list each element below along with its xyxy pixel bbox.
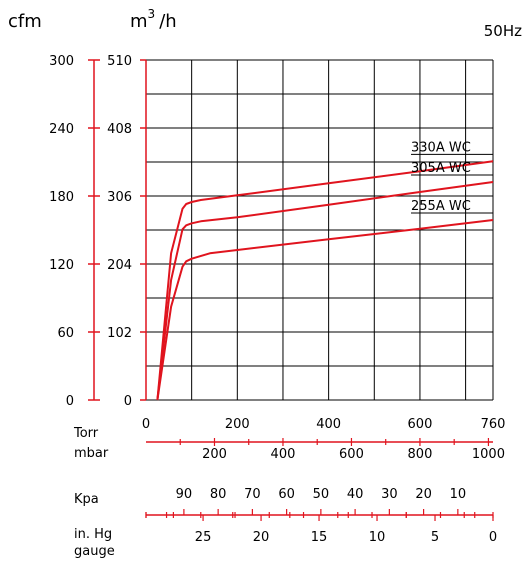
secondary-tick-label: 70: [244, 487, 261, 502]
secondary-tick-label: 10: [369, 530, 386, 545]
m3h-tick-label: 204: [107, 258, 132, 273]
m3h-tick-label: 306: [107, 190, 132, 205]
secondary-tick-label: 90: [176, 487, 193, 502]
m3h-tick-label: 510: [107, 54, 132, 69]
m3h-tick-label: 0: [124, 394, 132, 409]
series-line: [156, 160, 494, 401]
cfm-unit-label: cfm: [8, 11, 42, 32]
secondary-tick-label: 1000: [472, 447, 505, 462]
secondary-tick-label: 800: [408, 447, 433, 462]
torr-tick-label: 400: [316, 417, 341, 432]
x-tick-labels: 0 200 400 600 760: [142, 417, 506, 432]
cfm-tick-label: 300: [49, 54, 74, 69]
secondary-tick-label: 20: [253, 530, 270, 545]
cfm-tick-label: 0: [66, 394, 74, 409]
mbar-axis-label: mbar: [74, 446, 109, 461]
performance-curves: [156, 160, 494, 401]
series-label: 255A WC: [411, 199, 471, 214]
series-line: [156, 181, 494, 401]
secondary-tick-label: 80: [210, 487, 227, 502]
chart-grid: [145, 59, 494, 401]
kpa-axis-label: Kpa: [74, 492, 99, 507]
series-label: 305A WC: [411, 161, 471, 176]
torr-tick-label: 0: [142, 417, 150, 432]
m3h-tick-label: 102: [107, 326, 132, 341]
y-tick-labels: 0 0 60 102 120 204 180 306 240 408 300 510: [49, 54, 146, 409]
secondary-tick-label: 200: [202, 447, 227, 462]
secondary-tick-label: 0: [489, 530, 497, 545]
torr-tick-label: 760: [481, 417, 506, 432]
secondary-tick-label: 15: [311, 530, 328, 545]
red-axes: [93, 60, 147, 400]
m3h-tick-label: 408: [107, 122, 132, 137]
cfm-tick-label: 120: [49, 258, 74, 273]
torr-tick-label: 600: [408, 417, 433, 432]
secondary-tick-label: 400: [271, 447, 296, 462]
cfm-tick-label: 60: [57, 326, 74, 341]
series-label: 330A WC: [411, 140, 471, 155]
inhg-axis-label: in. Hg: [74, 527, 112, 542]
secondary-tick-label: 20: [415, 487, 432, 502]
gauge-axis-label: gauge: [74, 544, 115, 559]
secondary-tick-label: 25: [195, 530, 212, 545]
cfm-tick-label: 240: [49, 122, 74, 137]
series-line: [156, 219, 494, 401]
secondary-tick-label: 10: [450, 487, 467, 502]
frequency-label: 50Hz: [484, 22, 522, 40]
secondary-tick-label: 5: [431, 530, 439, 545]
secondary-tick-label: 600: [339, 447, 364, 462]
secondary-tick-label: 60: [278, 487, 295, 502]
torr-axis-label: Torr: [73, 426, 99, 441]
secondary-tick-label: 30: [381, 487, 398, 502]
curve-labels: 330A WC 305A WC 255A WC: [411, 140, 493, 214]
torr-tick-label: 200: [225, 417, 250, 432]
cfm-tick-label: 180: [49, 190, 74, 205]
secondary-tick-label: 50: [313, 487, 330, 502]
m3h-unit-label: m3/h: [130, 7, 177, 32]
secondary-tick-label: 40: [347, 487, 364, 502]
